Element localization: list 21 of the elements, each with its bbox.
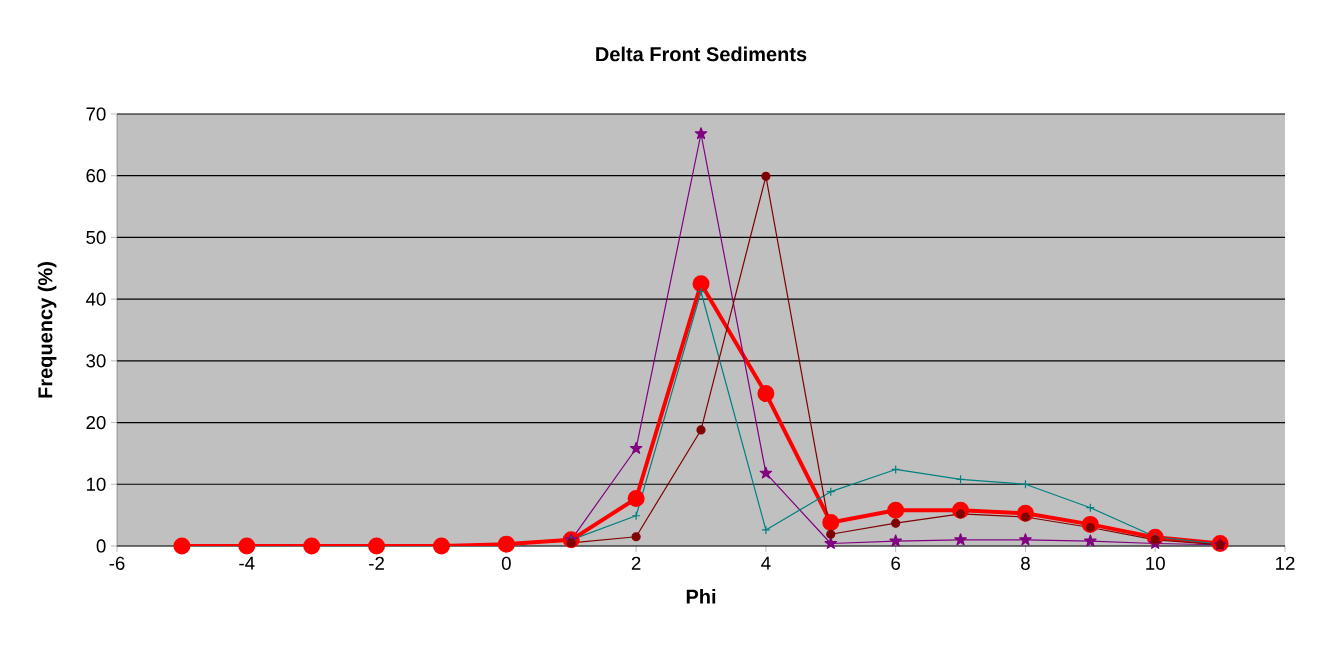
x-tick-label: 6 — [891, 556, 901, 570]
y-tick-label: 70 — [86, 107, 106, 121]
y-tick-label: 60 — [86, 169, 106, 183]
x-tick-label: 2 — [631, 556, 641, 570]
y-axis-title: Frequency (%) — [37, 262, 57, 398]
y-tick-label: 10 — [86, 477, 106, 491]
y-tick-label: 0 — [96, 539, 106, 553]
y-tick-label: 30 — [86, 354, 106, 368]
y-tick-label: 50 — [86, 230, 106, 245]
x-tick-label: 12 — [1276, 556, 1295, 570]
x-tick-label: 4 — [761, 556, 771, 570]
x-tick-label: -4 — [239, 556, 255, 570]
x-tick-label: -2 — [369, 556, 384, 570]
x-tick-label: 8 — [1021, 556, 1030, 570]
x-tick-label: 0 — [501, 556, 511, 570]
y-tick-label: 20 — [86, 415, 106, 430]
chart-title: Delta Front Sediments — [596, 46, 807, 62]
x-tick-label: -6 — [109, 556, 125, 570]
x-axis-title: Phi — [686, 589, 716, 604]
x-tick-label: 10 — [1146, 556, 1165, 570]
y-tick-label: 40 — [85, 292, 106, 306]
